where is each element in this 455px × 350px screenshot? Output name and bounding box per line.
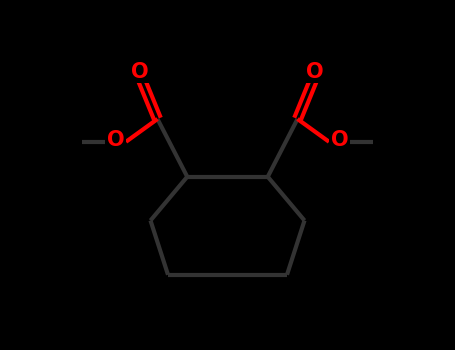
Text: O: O <box>106 130 124 150</box>
Text: O: O <box>331 130 349 150</box>
Text: O: O <box>306 62 324 82</box>
Text: O: O <box>131 62 149 82</box>
